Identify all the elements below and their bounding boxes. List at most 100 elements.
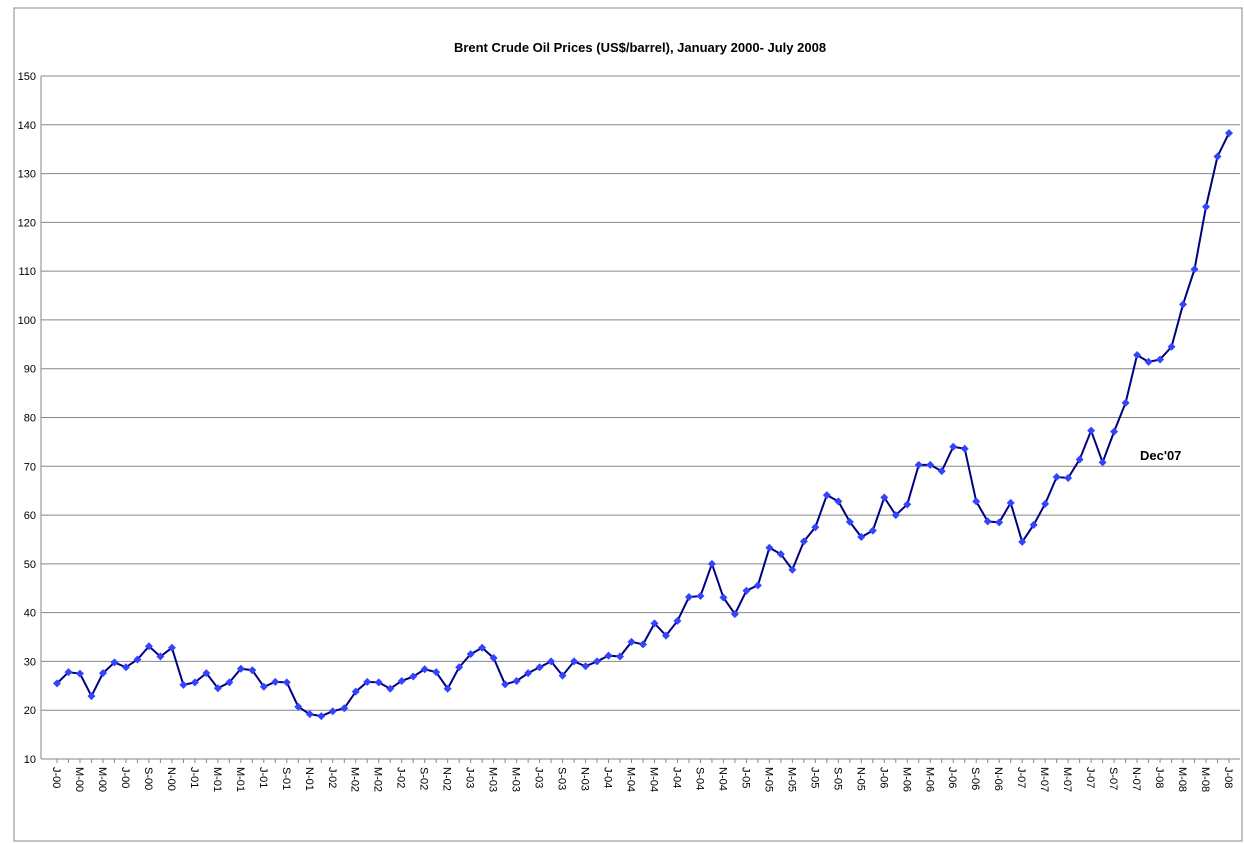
marker	[87, 692, 96, 701]
marker	[179, 680, 188, 689]
marker	[995, 518, 1004, 527]
y-tick-label: 80	[24, 413, 36, 425]
y-tick-label: 60	[24, 510, 36, 522]
marker	[351, 687, 360, 696]
y-tick-label: 30	[24, 656, 36, 668]
marker	[880, 493, 889, 502]
marker	[949, 442, 958, 451]
marker	[845, 517, 854, 526]
marker	[776, 550, 785, 559]
marker	[340, 704, 349, 713]
marker	[1179, 300, 1188, 309]
x-tick-label: M-08	[1176, 767, 1188, 792]
marker	[271, 677, 280, 686]
x-tick-label: S-01	[280, 767, 292, 790]
marker	[466, 650, 475, 659]
x-tick-label: N-04	[716, 767, 728, 791]
marker	[730, 610, 739, 619]
marker	[1087, 426, 1096, 435]
x-tick-label: M-00	[96, 767, 108, 792]
x-tick-label: J-05	[808, 767, 820, 788]
x-tick-label: J-04	[670, 767, 682, 788]
marker	[891, 511, 900, 520]
marker	[822, 491, 831, 500]
marker	[1121, 398, 1130, 407]
marker	[1006, 498, 1015, 507]
marker	[110, 658, 119, 667]
marker	[627, 637, 636, 646]
marker	[363, 677, 372, 686]
x-tick-label: M-05	[762, 767, 774, 792]
x-tick-label: M-01	[211, 767, 223, 792]
annotation: Dec'07	[1140, 448, 1181, 463]
y-tick-label: 110	[18, 266, 36, 278]
marker	[650, 619, 659, 628]
marker	[983, 517, 992, 526]
x-tick-label: J-07	[1084, 767, 1096, 788]
marker	[98, 669, 107, 678]
marker	[1098, 458, 1107, 467]
marker	[478, 643, 487, 652]
marker	[64, 668, 73, 677]
x-tick-label: M-07	[1038, 767, 1050, 792]
marker	[799, 537, 808, 546]
x-tick-label: M-04	[647, 767, 659, 792]
marker	[811, 523, 820, 532]
marker	[593, 657, 602, 666]
x-tick-label: M-06	[900, 767, 912, 792]
x-tick-label: J-01	[188, 767, 200, 788]
marker	[317, 712, 326, 721]
marker	[558, 671, 567, 680]
x-tick-label: S-02	[418, 767, 430, 790]
marker	[604, 651, 613, 660]
marker	[684, 593, 693, 602]
marker	[386, 684, 395, 693]
x-tick-label: M-01	[234, 767, 246, 792]
marker	[765, 543, 774, 552]
marker	[914, 460, 923, 469]
marker	[248, 666, 257, 675]
marker	[489, 654, 498, 663]
marker	[535, 663, 544, 672]
x-tick-label: N-02	[441, 767, 453, 791]
marker	[868, 526, 877, 535]
marker	[1052, 473, 1061, 482]
x-tick-label: J-04	[602, 767, 614, 788]
x-tick-label: J-01	[257, 767, 269, 788]
chart-title: Brent Crude Oil Prices (US$/barrel), Jan…	[454, 40, 826, 55]
marker	[742, 586, 751, 595]
x-tick-label: J-06	[877, 767, 889, 788]
y-tick-label: 100	[18, 315, 36, 327]
marker	[1029, 520, 1038, 529]
x-tick-label: M-02	[372, 767, 384, 792]
x-tick-label: M-02	[349, 767, 361, 792]
marker	[1064, 473, 1073, 482]
y-tick-label: 10	[24, 754, 36, 766]
x-tick-label: M-03	[487, 767, 499, 792]
x-tick-label: J-06	[946, 767, 958, 788]
marker	[616, 652, 625, 661]
marker	[547, 657, 556, 666]
marker	[294, 702, 303, 711]
marker	[661, 631, 670, 640]
marker	[834, 497, 843, 506]
marker	[305, 710, 314, 719]
x-tick-label: J-00	[119, 767, 131, 788]
marker	[1156, 355, 1165, 364]
marker	[282, 678, 291, 687]
marker	[1202, 202, 1211, 211]
x-tick-label: J-08	[1153, 767, 1165, 788]
marker	[409, 672, 418, 681]
marker	[524, 669, 533, 678]
x-tick-label: M-07	[1061, 767, 1073, 792]
marker	[960, 444, 969, 453]
x-tick-label: M-08	[1199, 767, 1211, 792]
marker	[374, 678, 383, 687]
marker	[1041, 499, 1050, 508]
marker	[937, 467, 946, 476]
y-tick-label: 40	[24, 608, 36, 620]
marker	[328, 707, 337, 716]
x-tick-label: S-06	[969, 767, 981, 790]
x-tick-label: M-05	[785, 767, 797, 792]
x-tick-label: J-00	[50, 767, 62, 788]
